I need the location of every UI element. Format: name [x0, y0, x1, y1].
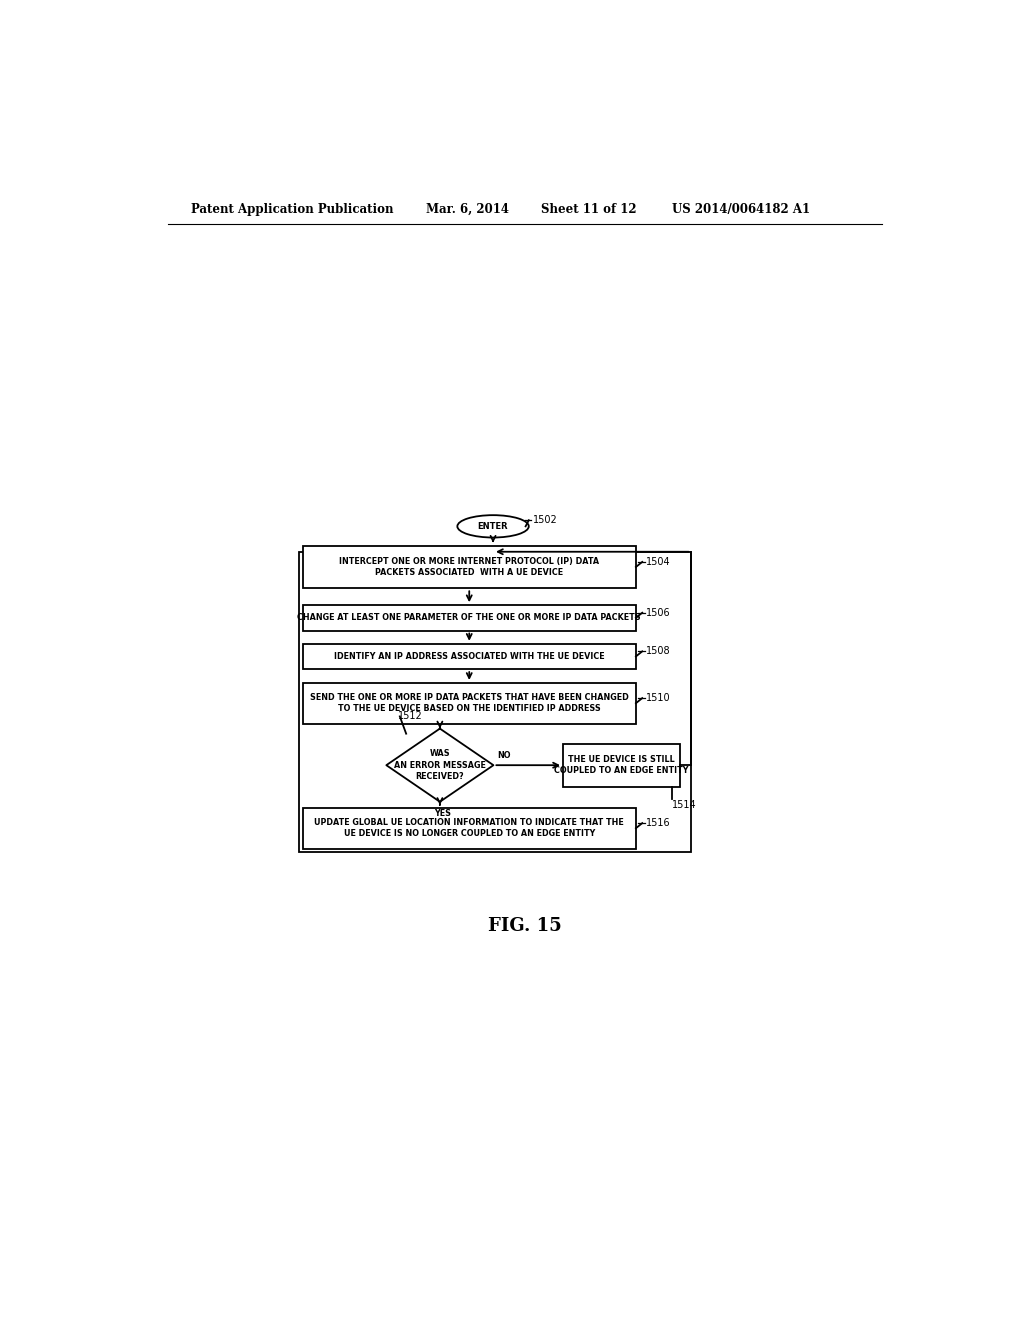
Text: 1512: 1512 — [398, 711, 423, 722]
Text: 1504: 1504 — [646, 557, 671, 566]
Text: 1516: 1516 — [646, 818, 671, 828]
Polygon shape — [386, 729, 494, 801]
FancyBboxPatch shape — [563, 744, 680, 787]
Ellipse shape — [458, 515, 528, 537]
FancyBboxPatch shape — [303, 808, 636, 849]
FancyBboxPatch shape — [303, 545, 636, 589]
Text: ENTER: ENTER — [478, 521, 508, 531]
Text: INTERCEPT ONE OR MORE INTERNET PROTOCOL (IP) DATA
PACKETS ASSOCIATED  WITH A UE : INTERCEPT ONE OR MORE INTERNET PROTOCOL … — [339, 557, 599, 577]
Text: CHANGE AT LEAST ONE PARAMETER OF THE ONE OR MORE IP DATA PACKETS: CHANGE AT LEAST ONE PARAMETER OF THE ONE… — [297, 614, 641, 622]
FancyBboxPatch shape — [303, 605, 636, 631]
Text: 1510: 1510 — [646, 693, 671, 704]
Text: WAS
AN ERROR MESSAGE
RECEIVED?: WAS AN ERROR MESSAGE RECEIVED? — [394, 750, 485, 781]
Text: IDENTIFY AN IP ADDRESS ASSOCIATED WITH THE UE DEVICE: IDENTIFY AN IP ADDRESS ASSOCIATED WITH T… — [334, 652, 604, 661]
Text: NO: NO — [498, 751, 511, 760]
Text: Sheet 11 of 12: Sheet 11 of 12 — [541, 203, 636, 216]
Text: 1502: 1502 — [532, 515, 557, 525]
Text: US 2014/0064182 A1: US 2014/0064182 A1 — [672, 203, 810, 216]
Text: THE UE DEVICE IS STILL
COUPLED TO AN EDGE ENTITY: THE UE DEVICE IS STILL COUPLED TO AN EDG… — [554, 755, 689, 775]
FancyBboxPatch shape — [299, 552, 691, 851]
Text: UPDATE GLOBAL UE LOCATION INFORMATION TO INDICATE THAT THE
UE DEVICE IS NO LONGE: UPDATE GLOBAL UE LOCATION INFORMATION TO… — [314, 818, 624, 838]
Text: 1506: 1506 — [646, 607, 671, 618]
Text: YES: YES — [434, 809, 451, 818]
Text: 1514: 1514 — [673, 800, 697, 810]
Text: 1508: 1508 — [646, 647, 671, 656]
FancyBboxPatch shape — [303, 644, 636, 669]
FancyBboxPatch shape — [303, 682, 636, 723]
Text: Patent Application Publication: Patent Application Publication — [191, 203, 394, 216]
Text: SEND THE ONE OR MORE IP DATA PACKETS THAT HAVE BEEN CHANGED
TO THE UE DEVICE BAS: SEND THE ONE OR MORE IP DATA PACKETS THA… — [310, 693, 629, 713]
Text: FIG. 15: FIG. 15 — [487, 917, 562, 935]
Text: Mar. 6, 2014: Mar. 6, 2014 — [426, 203, 509, 216]
